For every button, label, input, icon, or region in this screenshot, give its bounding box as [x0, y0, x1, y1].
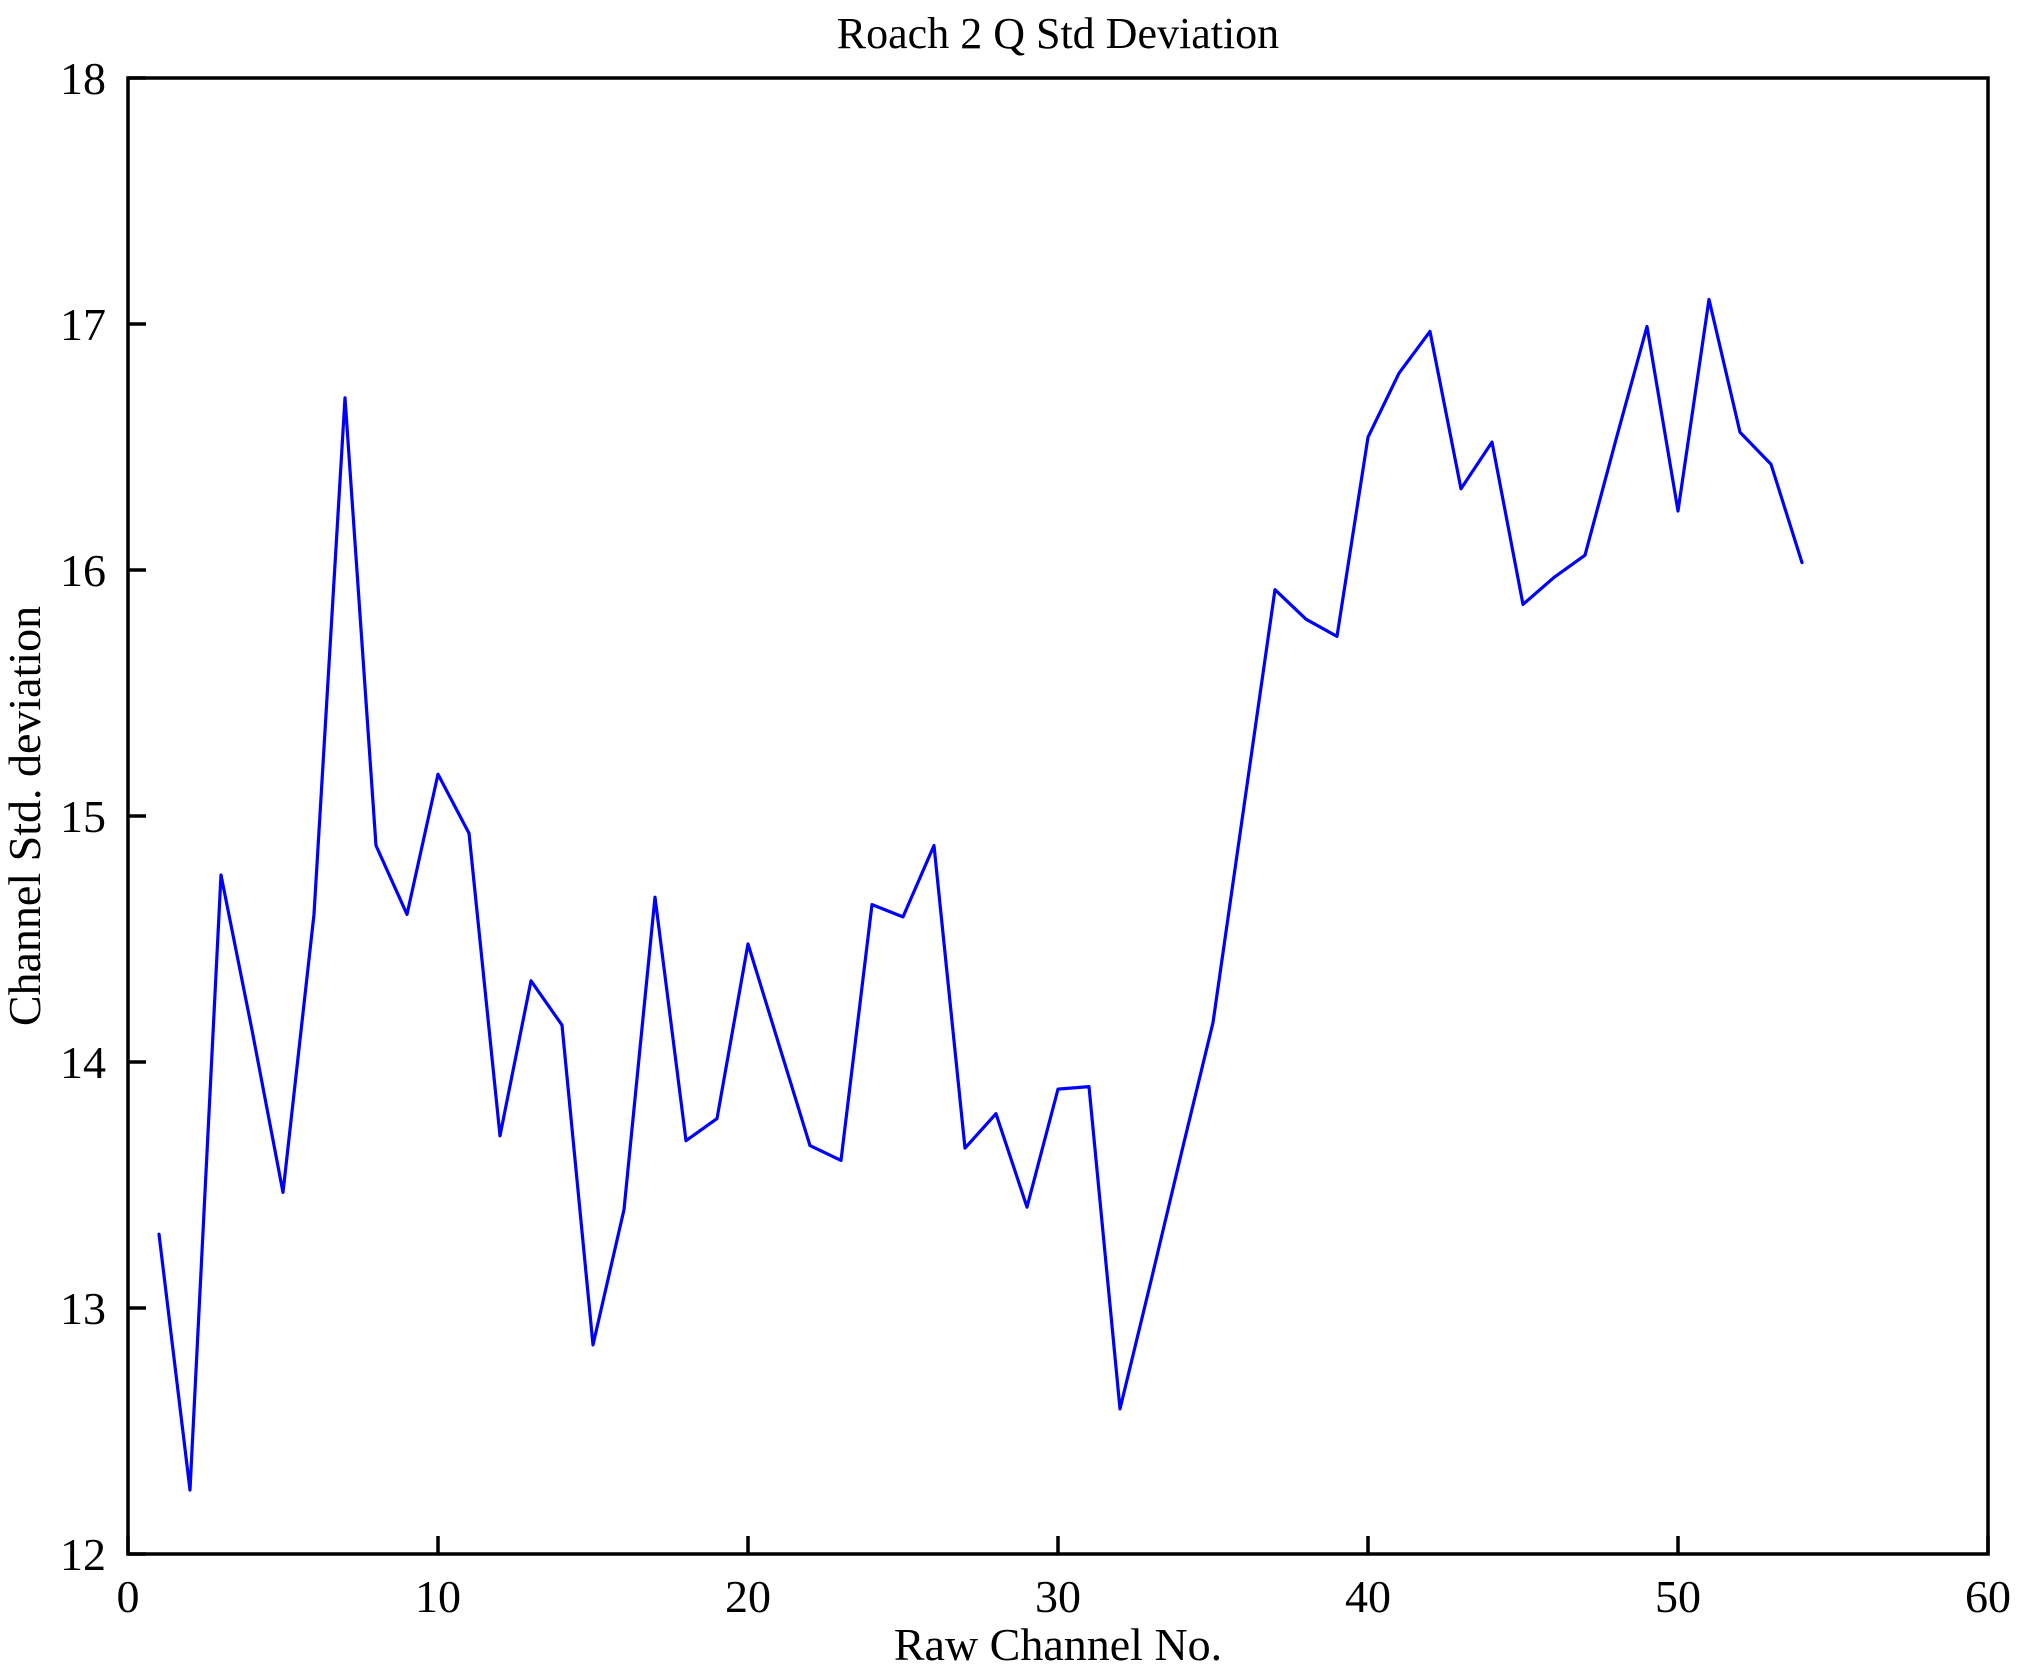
x-tick-label-40: 40: [1345, 1571, 1391, 1622]
y-tick-label-16: 16: [60, 545, 106, 596]
axis-ticks: [126, 76, 1990, 1556]
y-tick-label-15: 15: [60, 791, 106, 842]
y-tick-label-13: 13: [60, 1283, 106, 1334]
y-axis-label: Channel Std. deviation: [0, 606, 50, 1026]
x-tick-label-0: 0: [117, 1571, 140, 1622]
x-tick-label-10: 10: [415, 1571, 461, 1622]
chart-title: Roach 2 Q Std Deviation: [837, 9, 1279, 58]
x-axis-label: Raw Channel No.: [894, 1619, 1222, 1670]
x-tick-label-30: 30: [1035, 1571, 1081, 1622]
y-tick-label-17: 17: [60, 299, 106, 350]
x-tick-label-50: 50: [1655, 1571, 1701, 1622]
x-tick-label-20: 20: [725, 1571, 771, 1622]
data-line: [157, 297, 1804, 1492]
y-tick-label-18: 18: [60, 53, 106, 104]
x-tick-label-60: 60: [1965, 1571, 2011, 1622]
y-tick-label-14: 14: [60, 1037, 106, 1088]
axis-tick-labels: 0 10 20 30 40 50 60 12 13 14 15 16 17 18: [60, 53, 2011, 1622]
y-tick-label-12: 12: [60, 1529, 106, 1580]
